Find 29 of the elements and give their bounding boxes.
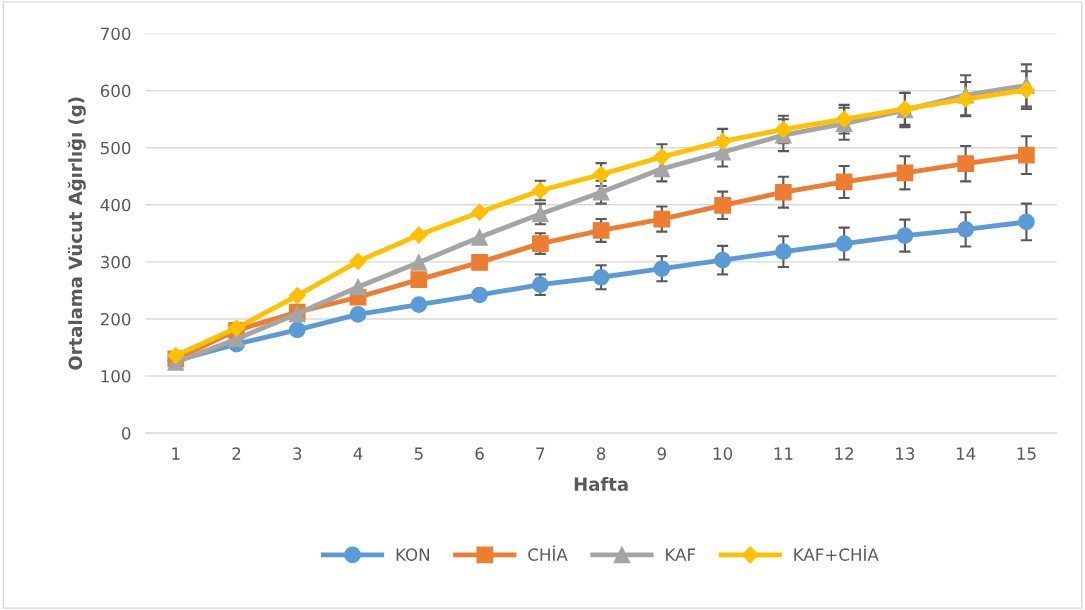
x-axis-title: Hafta — [574, 477, 628, 491]
x-tick-label: 3 — [293, 447, 302, 460]
x-tick-label: 13 — [896, 447, 915, 460]
x-tick-label: 11 — [774, 447, 793, 460]
x-tick-label: 15 — [1017, 447, 1036, 460]
x-tick-label: 8 — [596, 447, 606, 460]
legend-label: KON — [396, 548, 429, 561]
x-tick-label: 10 — [713, 447, 733, 460]
legend-label: KAF — [666, 548, 696, 561]
y-tick-label: 400 — [100, 198, 131, 212]
x-tick-label: 1 — [172, 447, 180, 460]
y-tick-label: 0 — [122, 427, 131, 440]
y-axis-title: Ortalama Vücut Ağırlığı (g) — [67, 97, 86, 370]
legend-label: CHİA — [528, 545, 568, 561]
y-tick-label: 300 — [100, 255, 131, 269]
y-tick-label: 600 — [100, 84, 131, 98]
x-tick-label: 12 — [835, 447, 854, 460]
x-tick-label: 9 — [657, 447, 666, 460]
y-tick-label: 700 — [101, 27, 131, 41]
y-tick-label: 500 — [100, 141, 131, 155]
x-tick-label: 4 — [353, 447, 363, 460]
x-tick-label: 14 — [956, 447, 976, 460]
x-tick-label: 7 — [536, 447, 545, 460]
y-tick-label: 200 — [100, 312, 131, 326]
legend-label: KAF+CHİA — [794, 545, 879, 561]
y-tick-label: 100 — [101, 369, 131, 383]
x-tick-label: 2 — [232, 447, 241, 460]
x-tick-label: 6 — [475, 447, 484, 460]
x-tick-label: 5 — [414, 447, 423, 460]
